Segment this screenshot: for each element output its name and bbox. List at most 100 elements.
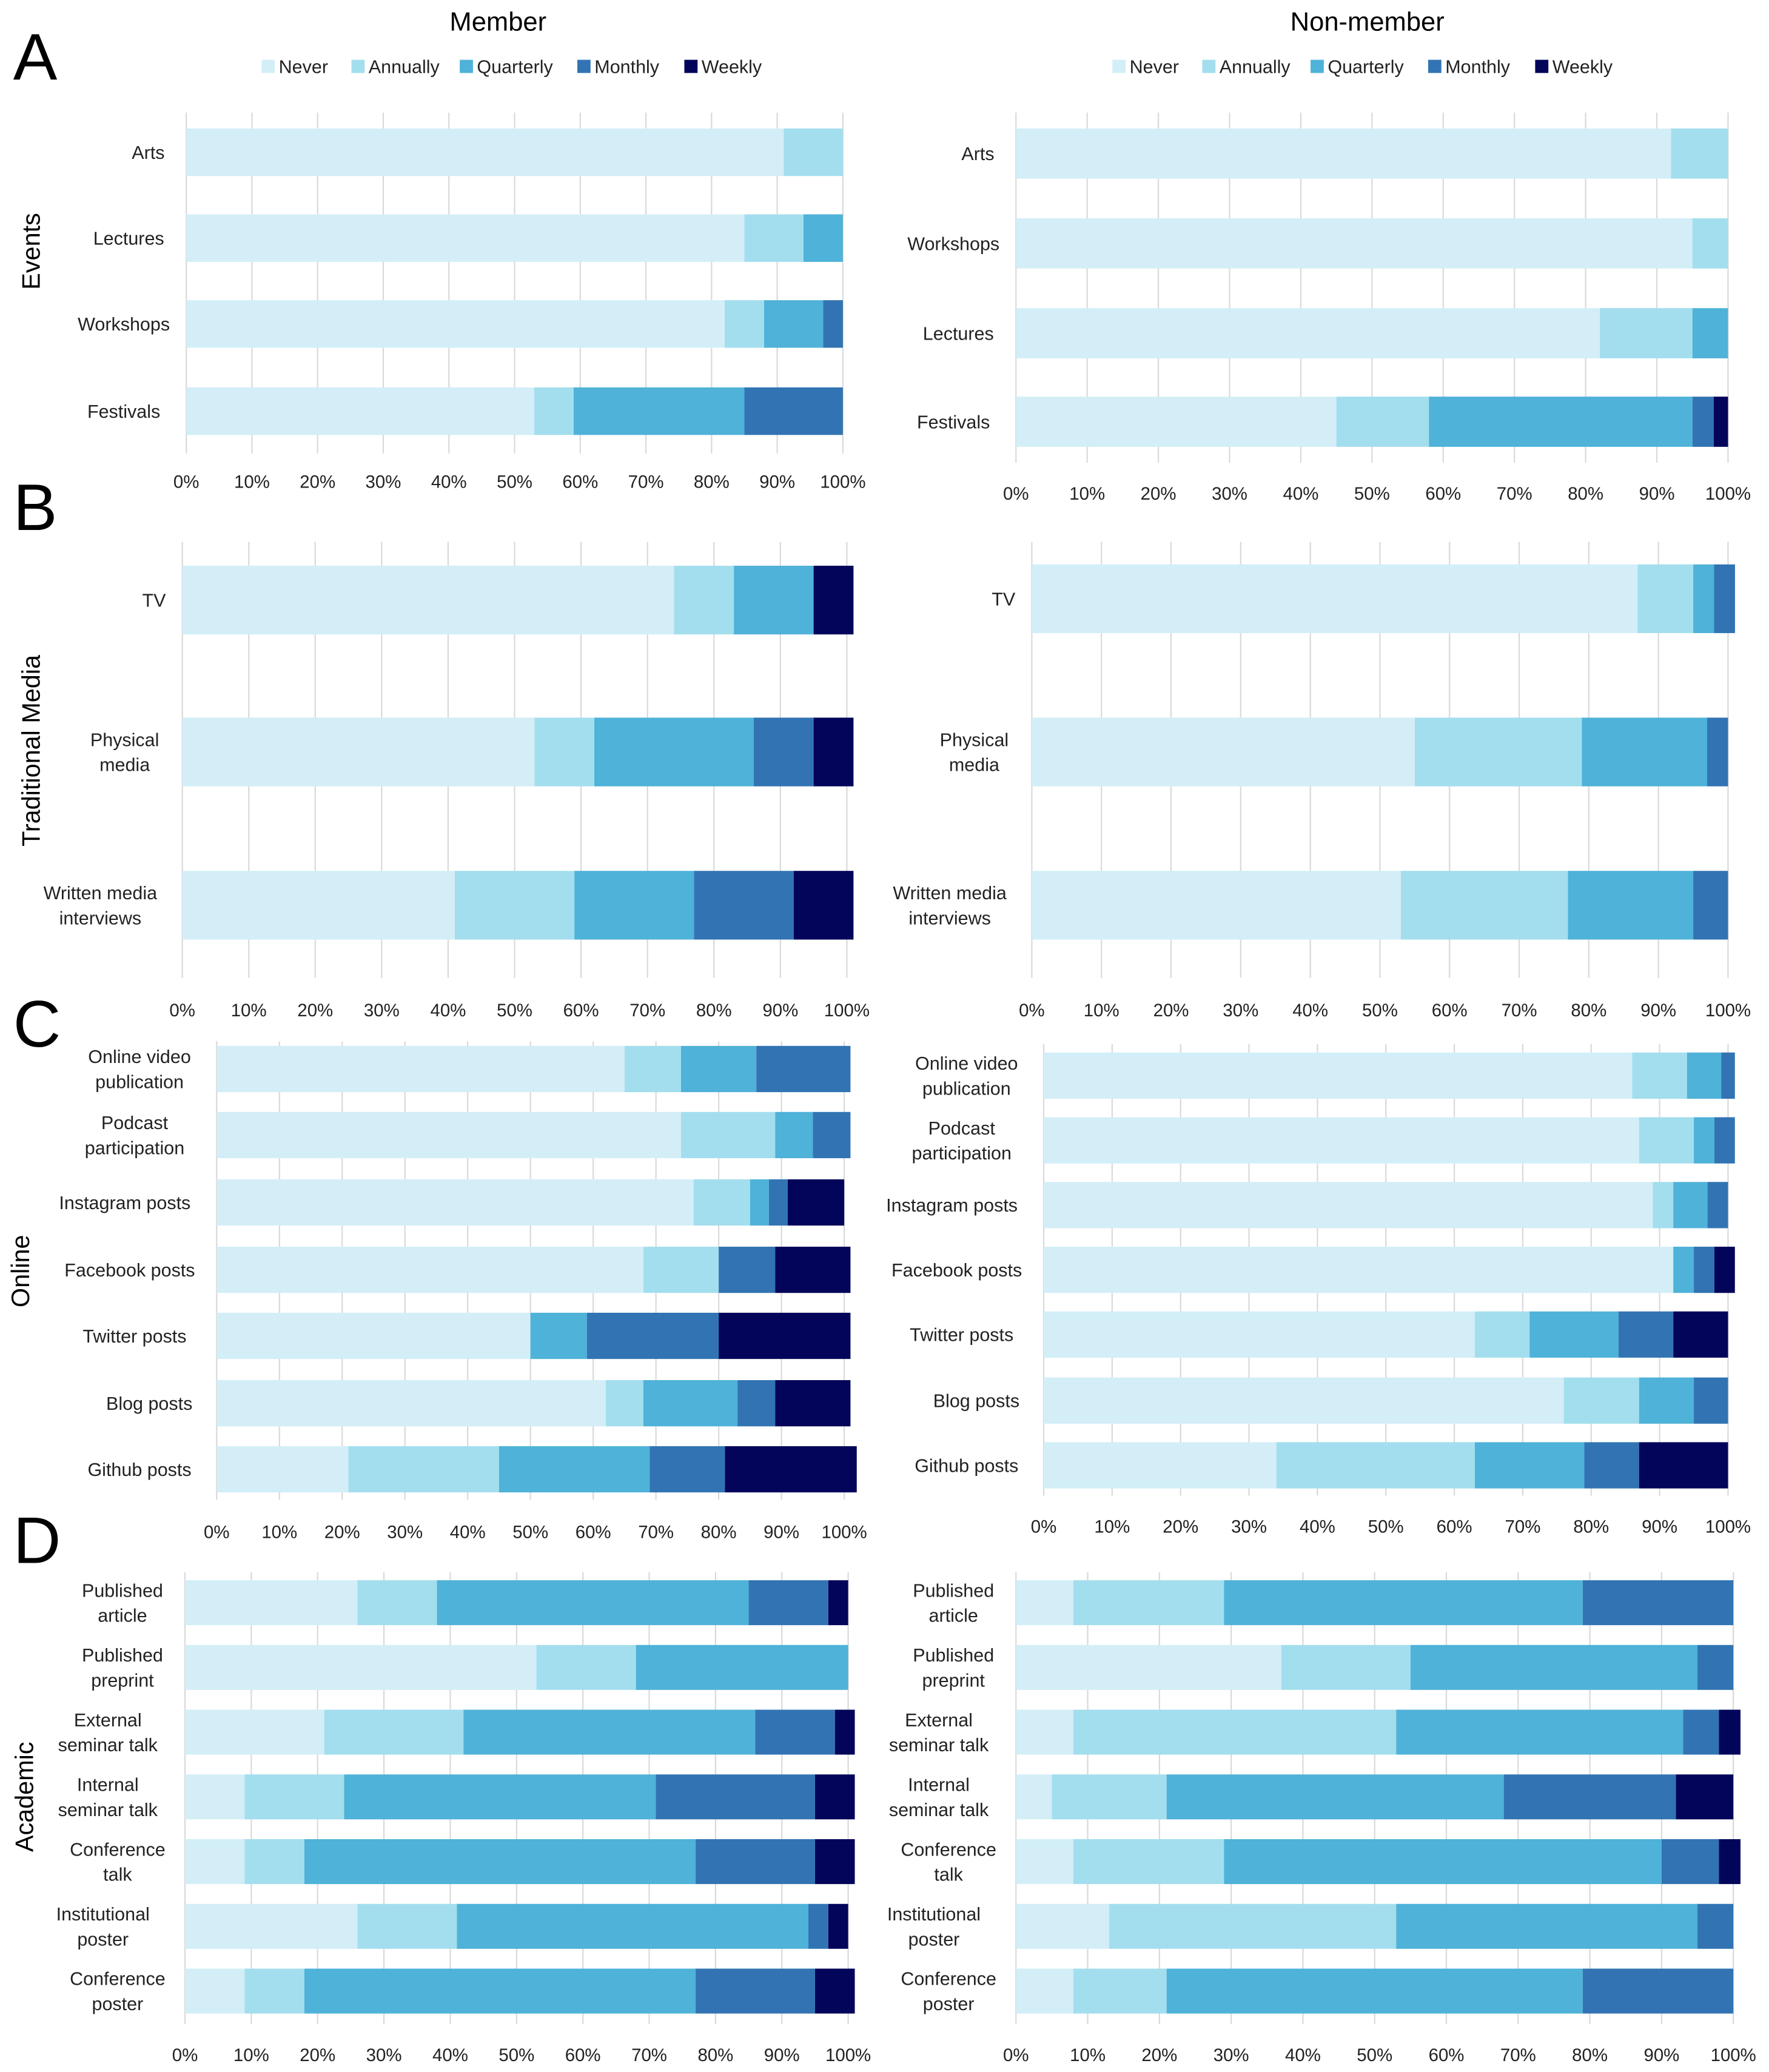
tick-label: 30% — [387, 1522, 423, 1542]
tick-label: 20% — [300, 472, 335, 492]
tick-label: 10% — [234, 472, 270, 492]
bar-segment-tv-quarterly — [1693, 564, 1714, 634]
category-label-conference-poster: Conference poster — [70, 1969, 166, 2014]
category-label-conference-poster: Conference poster — [901, 1969, 996, 2014]
category-label-twitter-posts: Twitter posts — [910, 1325, 1013, 1346]
bar-segment-physical-media-monthly — [754, 717, 814, 786]
bar-segment-podcast-participation-quarterly — [1694, 1117, 1714, 1164]
bar-segment-github-posts-annually — [348, 1446, 499, 1493]
tick-label: 90% — [1640, 1001, 1676, 1021]
bar-segment-institutional-poster-monthly — [1697, 1903, 1734, 1949]
category-label-published-preprint: Published preprint — [82, 1645, 163, 1691]
bar-segment-published-preprint-annually — [536, 1645, 636, 1690]
bar-segment-conference-talk-monthly — [1661, 1839, 1719, 1885]
bar-segment-arts-never — [1016, 128, 1671, 179]
chart-events-nonmember: Arts Workshops Lectures Festivals 0% 10% 20% 30… — [907, 112, 1751, 504]
bar-segment-lectures-quarterly — [1692, 308, 1728, 358]
bar-segment-written-media-interviews-annually — [454, 871, 575, 940]
bar-segment-published-preprint-annually — [1281, 1645, 1411, 1690]
bar-segment-workshops-never — [1016, 218, 1693, 269]
bar-segment-conference-poster-weekly — [814, 1968, 855, 2014]
bar-segment-conference-talk-quarterly — [1224, 1839, 1662, 1885]
bar-segment-written-media-interviews-weekly — [793, 871, 854, 940]
bar-segment-festivals-weekly — [1713, 397, 1728, 447]
bar-segment-published-article-monthly — [1582, 1580, 1734, 1626]
tick-label: 20% — [1141, 2045, 1177, 2065]
bar-segment-festivals-annually — [534, 387, 574, 435]
bar-segment-published-article-annually — [1073, 1580, 1224, 1626]
chart-academic-nonmember: Published article Published preprint Externa… — [887, 1572, 1756, 2065]
tick-label: 90% — [764, 2045, 800, 2065]
legend-label-weekly: Weekly — [702, 56, 762, 77]
bar-segment-lectures-annually — [1600, 308, 1693, 358]
bar-segment-workshops-never — [186, 300, 725, 348]
column-title-member: Member — [449, 8, 546, 37]
bar-segment-physical-media-quarterly — [594, 717, 754, 786]
legend-label-monthly: Monthly — [594, 56, 659, 77]
section-label-academic: Academic — [10, 1742, 38, 1852]
tick-label: 10% — [1084, 1001, 1119, 1021]
bar-segment-festivals-never — [1016, 397, 1337, 447]
tick-label: 100% — [1705, 1517, 1751, 1537]
bar-segment-conference-poster-quarterly — [304, 1968, 696, 2014]
legend-label-never: Never — [279, 56, 328, 77]
bar-segment-external-seminar-talk-annually — [324, 1709, 464, 1755]
bar-segment-published-preprint-never — [184, 1645, 537, 1690]
tick-label: 30% — [1231, 1517, 1267, 1537]
bar-segment-blog-posts-never — [217, 1380, 606, 1427]
bar-segment-podcast-participation-monthly — [813, 1111, 851, 1159]
category-label-github-posts: Github posts — [915, 1455, 1018, 1476]
chart-online-member: Online video publication Podcast participat… — [59, 1041, 867, 1542]
tick-label: 100% — [821, 1522, 867, 1542]
category-label-podcast-participation: Podcast participation — [85, 1113, 184, 1158]
bar-segment-external-seminar-talk-quarterly — [1396, 1709, 1683, 1755]
tick-label: 10% — [1094, 1517, 1130, 1537]
tick-label: 70% — [1500, 2045, 1536, 2065]
tick-label: 0% — [1003, 2045, 1029, 2065]
tick-label: 50% — [512, 1522, 548, 1542]
category-label-written-media-interviews: Written media interviews — [44, 883, 158, 928]
tick-label: 10% — [231, 1001, 267, 1021]
bar-segment-physical-media-never — [182, 717, 535, 786]
category-label-workshops: Workshops — [78, 314, 170, 335]
bar-segment-external-seminar-talk-quarterly — [463, 1709, 756, 1755]
bar-segment-tv-monthly — [1714, 564, 1735, 634]
category-label-twitter-posts: Twitter posts — [82, 1326, 186, 1347]
bar-segment-festivals-quarterly — [573, 387, 745, 435]
bar-segment-online-video-publication-monthly — [1721, 1052, 1735, 1099]
bar-segment-podcast-participation-never — [217, 1111, 682, 1159]
category-label-online-video-publication: Online video publication — [88, 1047, 190, 1092]
bar-segment-online-video-publication-never — [217, 1045, 625, 1093]
tick-label: 40% — [1285, 2045, 1321, 2065]
legend-swatch-quarterly — [1311, 59, 1324, 73]
tick-label: 50% — [497, 1001, 532, 1021]
tick-label: 60% — [576, 1522, 611, 1542]
bar-segment-instagram-posts-quarterly — [1673, 1182, 1708, 1229]
bar-segment-published-article-never — [1016, 1580, 1073, 1626]
category-label-external-seminar-talk: External seminar talk — [889, 1710, 989, 1755]
bar-segment-internal-seminar-talk-weekly — [1676, 1774, 1734, 1820]
bar-segment-institutional-poster-quarterly — [1396, 1903, 1698, 1949]
bar-segment-github-posts-quarterly — [1474, 1442, 1585, 1489]
category-label-internal-seminar-talk: Internal seminar talk — [58, 1775, 158, 1820]
bar-segment-conference-talk-annually — [1073, 1839, 1224, 1885]
bar-segment-conference-talk-monthly — [696, 1839, 815, 1885]
chart-events-member: Arts Lectures Workshops Festivals 0% 10% 20% 30… — [78, 112, 865, 492]
bar-segment-conference-talk-weekly — [1719, 1839, 1741, 1885]
legend-swatch-annually — [1202, 59, 1216, 73]
bar-segment-blog-posts-monthly — [1694, 1377, 1728, 1424]
bar-segment-twitter-posts-monthly — [586, 1312, 719, 1360]
bar-segment-conference-poster-quarterly — [1166, 1968, 1583, 2014]
tick-label: 60% — [562, 472, 598, 492]
bar-segment-workshops-quarterly — [764, 300, 824, 348]
tick-label: 80% — [1573, 1517, 1609, 1537]
tick-label: 70% — [638, 1522, 674, 1542]
bar-segment-conference-poster-annually — [1073, 1968, 1167, 2014]
bar-segment-workshops-monthly — [823, 300, 843, 348]
tick-label: 70% — [631, 2045, 667, 2065]
bar-segment-internal-seminar-talk-never — [184, 1774, 245, 1820]
tick-label: 20% — [300, 2045, 335, 2065]
category-label-workshops: Workshops — [907, 233, 999, 254]
bar-segment-written-media-interviews-annually — [1400, 871, 1568, 940]
bar-segment-institutional-poster-monthly — [808, 1903, 828, 1949]
